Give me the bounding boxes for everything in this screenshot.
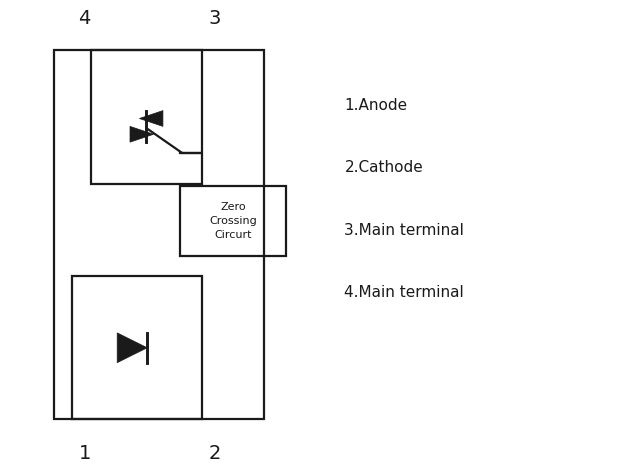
Bar — [72, 276, 202, 419]
Text: 4: 4 — [78, 8, 91, 28]
Text: 2: 2 — [208, 444, 221, 463]
Text: 3: 3 — [208, 8, 221, 28]
Text: 2.Cathode: 2.Cathode — [344, 160, 423, 175]
Text: Zero
Crossing
Circurt: Zero Crossing Circurt — [209, 202, 257, 240]
Text: 1.Anode: 1.Anode — [344, 98, 408, 113]
Bar — [181, 186, 286, 256]
Bar — [54, 50, 264, 419]
Text: 4.Main terminal: 4.Main terminal — [344, 285, 464, 300]
Polygon shape — [130, 126, 154, 142]
Text: 1: 1 — [78, 444, 91, 463]
Polygon shape — [139, 110, 163, 126]
Polygon shape — [117, 333, 147, 363]
Text: 3.Main terminal: 3.Main terminal — [344, 223, 465, 238]
Bar — [91, 50, 202, 184]
